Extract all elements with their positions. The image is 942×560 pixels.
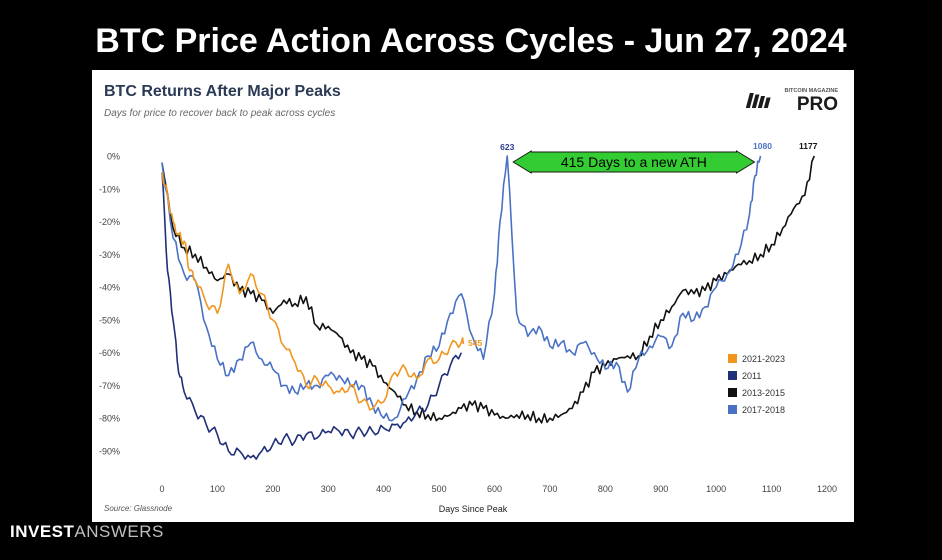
series-line-2011 [161, 172, 463, 460]
x-tick-label: 600 [487, 484, 502, 494]
legend-label: 2013-2015 [742, 388, 785, 398]
y-tick-label: -20% [99, 217, 120, 227]
chart-title: BTC Returns After Major Peaks [104, 83, 341, 100]
logo-bar-icon [757, 96, 766, 108]
x-tick-label: 500 [432, 484, 447, 494]
chart-panel: BTC Returns After Major Peaks Days for pr… [92, 70, 854, 522]
x-tick-label: 400 [376, 484, 391, 494]
slide-title: BTC Price Action Across Cycles - Jun 27,… [95, 22, 847, 60]
legend-swatch [728, 371, 737, 380]
logo-big-text: PRO [797, 94, 838, 115]
brand-part-1: INVEST [10, 522, 75, 541]
legend-label: 2017-2018 [742, 405, 785, 415]
logo-bar-icon [745, 93, 754, 108]
logo-bar-icon [763, 97, 771, 108]
y-tick-label: -10% [99, 184, 120, 194]
x-tick-label: 700 [542, 484, 557, 494]
x-tick-label: 300 [321, 484, 336, 494]
x-tick-label: 1000 [706, 484, 726, 494]
legend-swatch [728, 354, 737, 363]
returns-chart: BTC Returns After Major Peaks Days for pr… [99, 83, 839, 514]
y-tick-label: -40% [99, 283, 120, 293]
y-tick-label: -80% [99, 414, 120, 424]
x-tick-label: 800 [598, 484, 613, 494]
source-note: Source: Glassnode [104, 504, 173, 513]
x-tick-label: 1100 [762, 484, 781, 494]
legend-swatch [728, 405, 737, 414]
x-tick-label: 200 [265, 484, 280, 494]
y-tick-label: -90% [99, 447, 120, 457]
endpoint-label: 545 [468, 338, 482, 348]
brand-logo: INVESTANSWERS [10, 522, 164, 542]
endpoint-label: 623 [500, 142, 514, 152]
endpoint-label: 1177 [799, 141, 818, 151]
y-tick-label: -60% [99, 348, 120, 358]
y-tick-label: -50% [99, 315, 120, 325]
series-line-2021-2023 [161, 172, 465, 411]
legend-swatch [728, 388, 737, 397]
brand-part-2: ANSWERS [74, 522, 164, 541]
x-tick-label: 900 [653, 484, 668, 494]
x-axis-label: Days Since Peak [439, 504, 508, 514]
legend-label: 2011 [742, 371, 761, 381]
endpoint-label: 1080 [753, 141, 772, 151]
series-line-2017-2018 [161, 155, 762, 422]
ath-arrow-label: 415 Days to a new ATH [561, 154, 707, 170]
y-tick-label: 0% [107, 152, 120, 162]
x-tick-label: 0 [159, 484, 164, 494]
y-tick-label: -70% [99, 381, 120, 391]
series-line-2013-2015 [161, 155, 816, 424]
ath-arrow-icon [512, 150, 756, 174]
x-tick-label: 100 [210, 484, 225, 494]
logo-bar-icon [751, 94, 760, 108]
x-tick-label: 1200 [817, 484, 837, 494]
y-tick-label: -30% [99, 250, 120, 260]
legend-label: 2021-2023 [742, 354, 785, 364]
logo-small-text: BITCOIN MAGAZINE [785, 88, 839, 94]
chart-subtitle: Days for price to recover back to peak a… [104, 108, 335, 119]
